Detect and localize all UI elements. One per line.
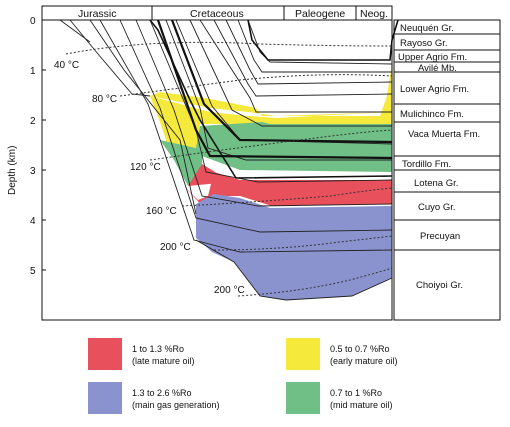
formation-rayoso: Rayoso Gr. [400, 38, 448, 49]
legend-sublabel-mid-mature-oil: (mid mature oil) [330, 400, 393, 410]
formation-vaca-muerta: Vaca Muerta Fm. [408, 129, 480, 140]
legend-sublabel-gas-generation: (main gas generation) [132, 400, 220, 410]
isotherm-label-40: 40 °C [54, 60, 79, 71]
plot-frame [41, 5, 393, 321]
legend-label-late-mature-oil: 1 to 1.3 %Ro [132, 344, 184, 354]
formation-lotena: Lotena Gr. [414, 178, 458, 189]
formation-mulichinco: Mulichinco Fm. [400, 109, 464, 120]
formation-upper-agrio: Upper Agrio Fm. [398, 52, 467, 63]
legend-label-mid-mature-oil: 0.7 to 1 %Ro [330, 388, 382, 398]
y-axis-ticks [42, 19, 46, 271]
isotherm-label-80: 80 °C [92, 94, 117, 105]
y-tick-label: 2 [30, 116, 36, 127]
period-cretaceous: Cretaceous [190, 8, 244, 20]
y-tick-label: 1 [30, 66, 36, 77]
formation-precuyan: Precuyan [420, 231, 460, 242]
zone-gas-generation [196, 194, 392, 300]
formation-vaca-muerta-text: Vaca Muerta Fm. [408, 129, 480, 140]
legend: 1 to 1.3 %Ro (late mature oil) 0.5 to 0.… [88, 338, 398, 414]
formation-tordillo: Tordillo Fm. [402, 159, 451, 170]
formation-choiyoi: Choiyoi Gr. [416, 280, 463, 291]
formation-cuyo: Cuyo Gr. [418, 202, 456, 213]
zone-late-mature-oil [184, 164, 392, 210]
legend-swatch-late-mature-oil [88, 338, 122, 370]
isotherm-label-160: 160 °C [146, 206, 177, 217]
y-tick-label: 4 [30, 216, 36, 227]
legend-sublabel-early-mature-oil: (early mature oil) [330, 356, 398, 366]
y-axis-title: Depth (km) [7, 146, 18, 195]
legend-swatch-gas-generation [88, 382, 122, 414]
isotherm-label-200a: 200 °C [160, 242, 191, 253]
isotherm-label-200b: 200 °C [214, 285, 245, 296]
period-neogene: Neog. [360, 8, 388, 20]
isotherm-lines [65, 41, 393, 297]
y-tick-label: 3 [30, 166, 36, 177]
legend-label-gas-generation: 1.3 to 2.6 %Ro [132, 388, 192, 398]
legend-sublabel-late-mature-oil: (late mature oil) [132, 356, 195, 366]
formation-column [393, 19, 501, 321]
formation-avile: Avilé Mb. [418, 63, 457, 74]
maturity-zones [150, 62, 392, 300]
zone-mid-mature-oil [160, 122, 392, 186]
y-tick-label: 5 [30, 266, 36, 277]
legend-swatch-early-mature-oil [286, 338, 320, 370]
key-horizons [156, 19, 393, 160]
formation-neuquen: Neuquén Gr. [400, 23, 454, 34]
formation-lower-agrio: Lower Agrio Fm. [400, 84, 469, 95]
legend-swatch-mid-mature-oil [286, 382, 320, 414]
period-jurassic: Jurassic [78, 8, 117, 20]
y-tick-label: 0 [30, 16, 36, 27]
sediment-outline [149, 19, 399, 179]
period-paleogene: Paleogene [295, 8, 345, 20]
legend-label-early-mature-oil: 0.5 to 0.7 %Ro [330, 344, 390, 354]
isotherm-label-120: 120 °C [130, 162, 161, 173]
